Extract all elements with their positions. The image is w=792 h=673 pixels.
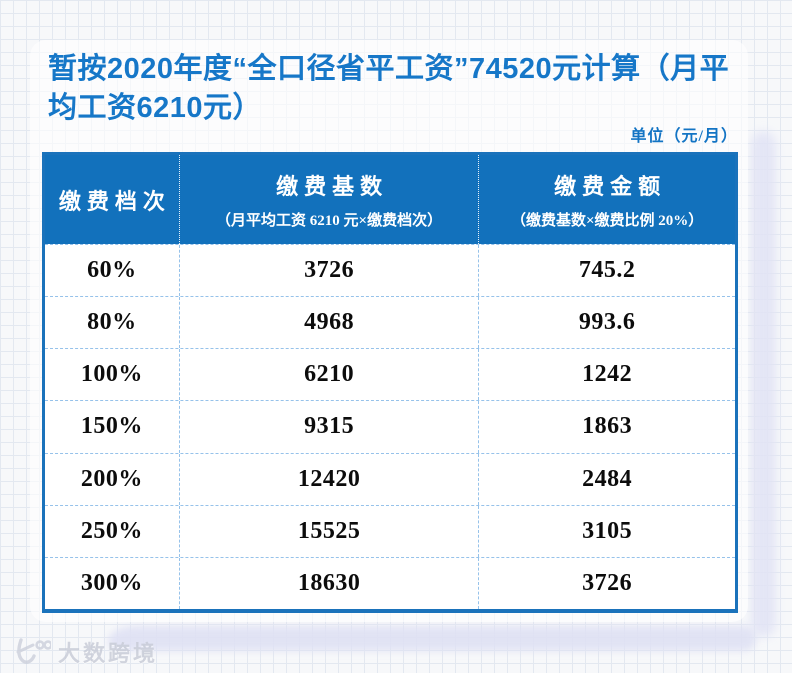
column-header-base-label: 缴费基数: [276, 174, 389, 199]
column-header-tier: 缴费档次: [45, 155, 179, 244]
table-row: 300% 18630 3726: [45, 556, 735, 609]
table-header-row: 缴费档次 缴费基数 （月平均工资 6210 元×缴费档次） 缴费金额 （缴费基数…: [45, 155, 735, 244]
cell-amount: 2484: [478, 453, 735, 505]
card-shadow-bottom: [108, 626, 756, 651]
page-title-line2: 均工资6210元）: [48, 92, 263, 124]
column-header-amount: 缴费金额 （缴费基数×缴费比例 20%）: [478, 155, 735, 244]
table-row: 250% 15525 3105: [45, 504, 735, 557]
column-header-base-sublabel: （月平均工资 6210 元×缴费档次）: [216, 213, 443, 229]
cell-amount: 993.6: [478, 297, 735, 349]
cell-tier: 200%: [80, 465, 143, 492]
cell-amount: 1863: [478, 401, 735, 453]
cell-tier: 60%: [87, 257, 137, 284]
card-shadow-right: [751, 131, 776, 637]
page-title-line1: 暂按2020年度“全口径省平工资”74520元计算（月平: [48, 53, 730, 85]
cell-tier: 100%: [80, 361, 143, 388]
cell-base: 9315: [178, 401, 478, 453]
page-title: 暂按2020年度“全口径省平工资”74520元计算（月平 均工资6210元）: [48, 50, 740, 128]
cell-tier: 80%: [87, 309, 137, 336]
table-row: 80% 4968 993.6: [45, 296, 735, 349]
cell-tier: 300%: [80, 569, 143, 596]
table-row: 150% 9315 1863: [45, 400, 735, 453]
cell-base: 3726: [178, 245, 478, 297]
cell-base: 6210: [178, 349, 478, 401]
watermark-text: 大数跨境: [58, 641, 159, 666]
column-header-tier-label: 缴费档次: [58, 188, 171, 214]
cell-amount: 1242: [478, 349, 735, 401]
cell-tier: 250%: [80, 517, 143, 544]
watermark: 大数跨境: [13, 637, 158, 667]
cell-amount: 745.2: [478, 245, 735, 297]
cell-base: 12420: [178, 453, 478, 505]
column-header-base: 缴费基数 （月平均工资 6210 元×缴费档次）: [178, 155, 478, 244]
column-header-amount-sublabel: （缴费基数×缴费比例 20%）: [510, 213, 704, 229]
cell-tier: 150%: [80, 413, 143, 440]
unit-label: 单位（元/月）: [630, 128, 738, 145]
cell-amount: 3726: [478, 557, 735, 609]
contribution-table: 缴费档次 缴费基数 （月平均工资 6210 元×缴费档次） 缴费金额 （缴费基数…: [42, 152, 738, 613]
watermark-logo-icon: [16, 638, 51, 664]
table-row: 100% 6210 1242: [45, 348, 735, 401]
table-row: 60% 3726 745.2: [45, 244, 735, 297]
table-row: 200% 12420 2484: [45, 452, 735, 505]
cell-base: 4968: [178, 297, 478, 349]
cell-amount: 3105: [478, 505, 735, 557]
content-card: 暂按2020年度“全口径省平工资”74520元计算（月平 均工资6210元） 单…: [30, 40, 748, 622]
cell-base: 15525: [178, 505, 478, 557]
column-header-amount-label: 缴费金额: [554, 174, 667, 199]
cell-base: 18630: [178, 557, 478, 609]
